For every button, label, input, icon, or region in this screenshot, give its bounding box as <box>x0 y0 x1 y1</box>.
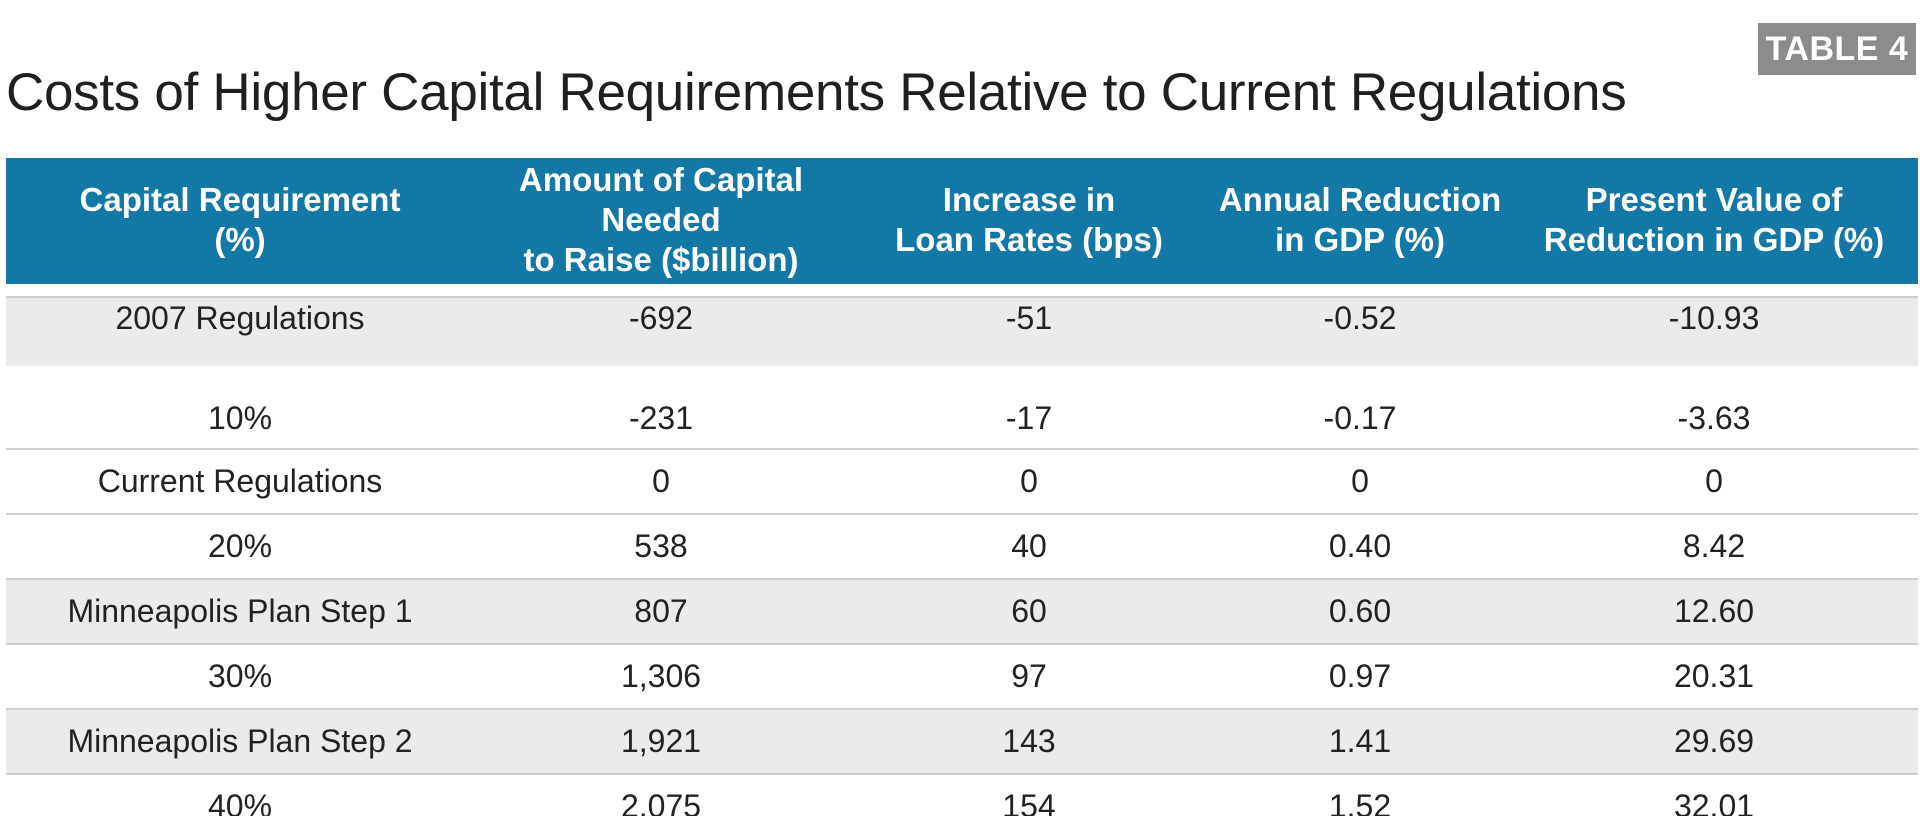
cell-annual-gdp-reduction: 1.41 <box>1210 709 1510 775</box>
page-title: Costs of Higher Capital Requirements Rel… <box>6 63 1627 122</box>
cell-capital-requirement: 20% <box>6 514 474 580</box>
cell-capital-requirement: Current Regulations <box>6 449 474 515</box>
cell-loan-rates: 154 <box>848 774 1210 816</box>
cell-annual-gdp-reduction: 0.40 <box>1210 514 1510 580</box>
cell-present-value: -3.63 <box>1510 370 1918 450</box>
cell-capital-requirement: Minneapolis Plan Step 1 <box>6 579 474 645</box>
column-header-capital-needed: Amount of Capital Needed to Raise ($bill… <box>474 158 848 284</box>
cell-capital-needed: -231 <box>474 370 848 450</box>
table-row: Minneapolis Plan Step 1 807 60 0.60 12.6… <box>6 579 1918 645</box>
cell-loan-rates: 143 <box>848 709 1210 775</box>
column-header-annual-gdp-reduction: Annual Reduction in GDP (%) <box>1210 158 1510 284</box>
cell-present-value: 20.31 <box>1510 644 1918 710</box>
column-header-capital-requirement: Capital Requirement (%) <box>6 158 474 284</box>
cell-capital-requirement: 30% <box>6 644 474 710</box>
cell-loan-rates: -17 <box>848 370 1210 450</box>
table-row: 20% 538 40 0.40 8.42 <box>6 514 1918 580</box>
table-row: Minneapolis Plan Step 2 1,921 143 1.41 2… <box>6 709 1918 775</box>
cell-present-value: 29.69 <box>1510 709 1918 775</box>
cell-capital-needed: 0 <box>474 449 848 515</box>
cell-present-value: 12.60 <box>1510 579 1918 645</box>
cell-capital-requirement: Minneapolis Plan Step 2 <box>6 709 474 775</box>
column-header-present-value: Present Value of Reduction in GDP (%) <box>1510 158 1918 284</box>
cell-capital-needed: -692 <box>474 297 848 374</box>
table-row: 30% 1,306 97 0.97 20.31 <box>6 644 1918 710</box>
cell-capital-needed: 538 <box>474 514 848 580</box>
table-row: 10% -231 -17 -0.17 -3.63 <box>6 370 1918 450</box>
cell-present-value: -10.93 <box>1510 297 1918 374</box>
cell-capital-requirement: 40% <box>6 774 474 816</box>
cell-capital-needed: 2,075 <box>474 774 848 816</box>
cell-loan-rates: 40 <box>848 514 1210 580</box>
data-table: Capital Requirement (%) Amount of Capita… <box>6 158 1918 816</box>
table-row: Current Regulations 0 0 0 0 <box>6 449 1918 515</box>
cell-capital-needed: 1,921 <box>474 709 848 775</box>
cell-annual-gdp-reduction: -0.17 <box>1210 370 1510 450</box>
header-gap <box>6 284 1918 298</box>
cell-loan-rates: 97 <box>848 644 1210 710</box>
table-row: 2007 Regulations -692 -51 -0.52 -10.93 <box>6 297 1918 374</box>
cell-capital-requirement: 2007 Regulations <box>6 297 474 374</box>
cell-annual-gdp-reduction: 0 <box>1210 449 1510 515</box>
cell-loan-rates: 0 <box>848 449 1210 515</box>
cell-capital-needed: 807 <box>474 579 848 645</box>
cell-present-value: 32.01 <box>1510 774 1918 816</box>
cell-capital-requirement: 10% <box>6 370 474 450</box>
cell-annual-gdp-reduction: 1.52 <box>1210 774 1510 816</box>
table-body: 2007 Regulations -692 -51 -0.52 -10.93 1… <box>6 284 1918 816</box>
cell-annual-gdp-reduction: 0.97 <box>1210 644 1510 710</box>
cell-present-value: 8.42 <box>1510 514 1918 580</box>
cell-present-value: 0 <box>1510 449 1918 515</box>
cell-annual-gdp-reduction: 0.60 <box>1210 579 1510 645</box>
cell-loan-rates: 60 <box>848 579 1210 645</box>
cell-loan-rates: -51 <box>848 297 1210 374</box>
table-number-badge: TABLE 4 <box>1758 23 1916 75</box>
table-row: 40% 2,075 154 1.52 32.01 <box>6 774 1918 816</box>
column-header-loan-rates: Increase in Loan Rates (bps) <box>848 158 1210 284</box>
header-row: Capital Requirement (%) Amount of Capita… <box>6 158 1918 284</box>
cell-annual-gdp-reduction: -0.52 <box>1210 297 1510 374</box>
cell-capital-needed: 1,306 <box>474 644 848 710</box>
table-header: Capital Requirement (%) Amount of Capita… <box>6 158 1918 284</box>
